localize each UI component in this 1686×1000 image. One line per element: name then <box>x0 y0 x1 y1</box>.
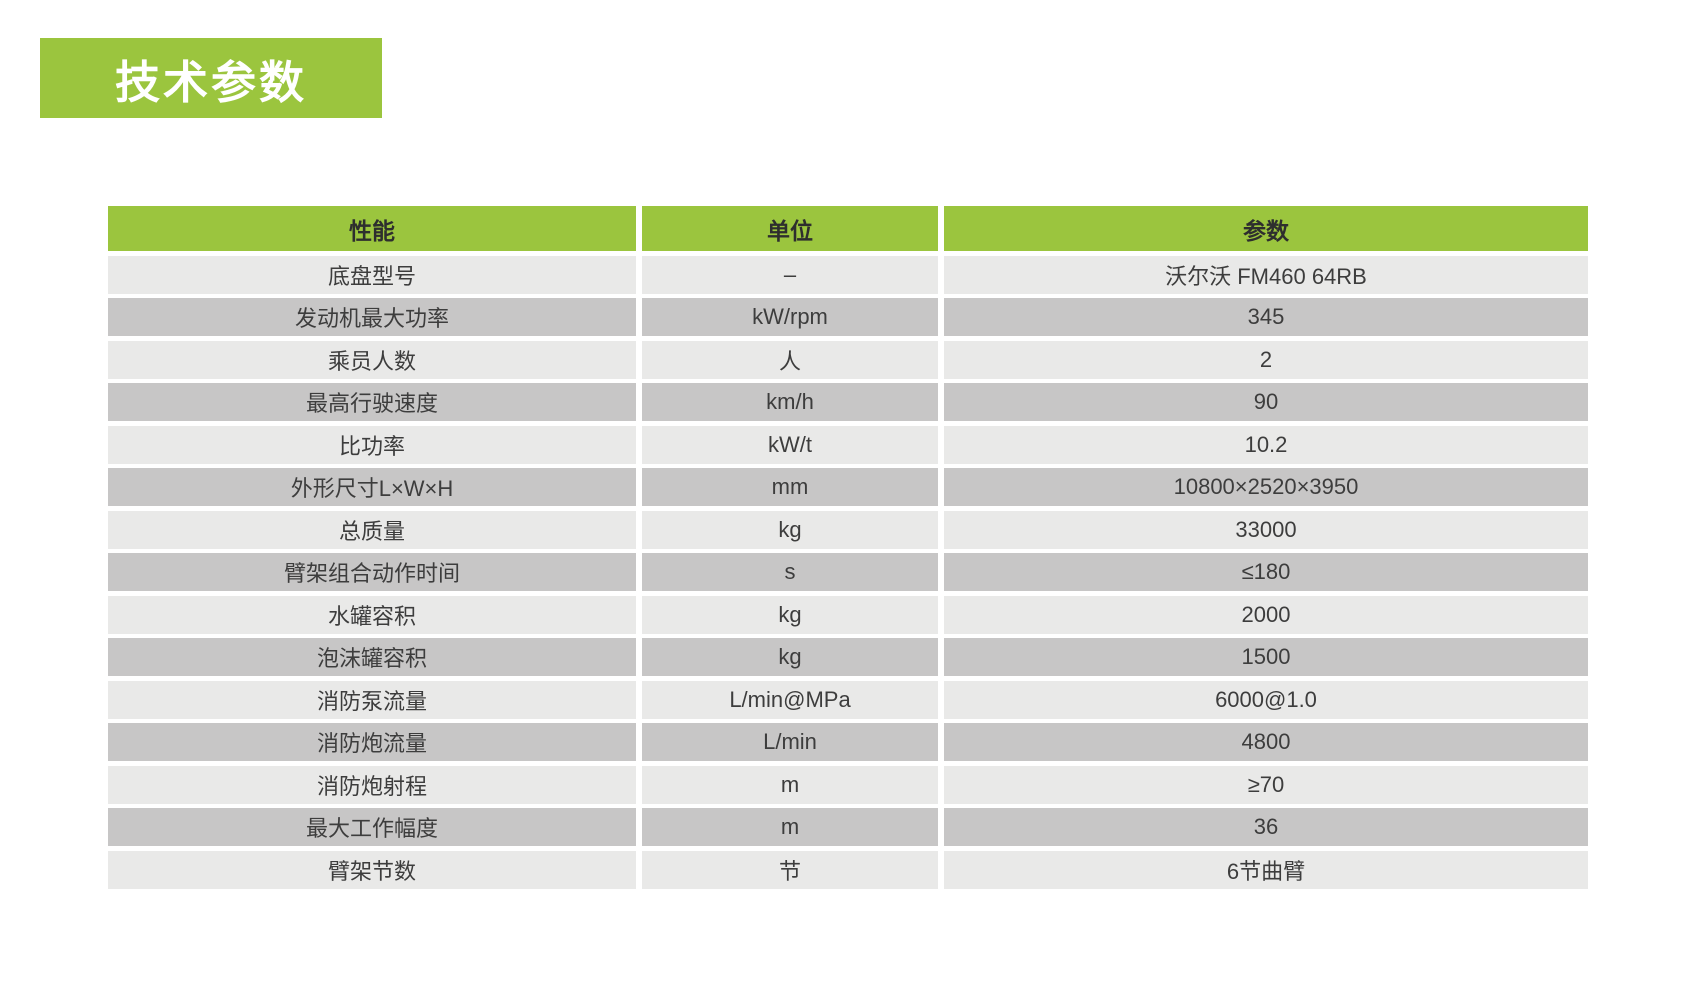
spec-value-cell: 90 <box>944 383 1588 421</box>
section-title-banner: 技术参数 <box>40 38 382 118</box>
spec-unit-cell: s <box>642 553 938 591</box>
spec-value-cell: 6节曲臂 <box>944 850 1588 889</box>
spec-name-cell: 消防泵流量 <box>108 680 636 719</box>
spec-name-cell: 外形尺寸L×W×H <box>108 468 636 506</box>
spec-unit-cell: L/min@MPa <box>642 680 938 719</box>
spec-unit-cell: mm <box>642 468 938 506</box>
spec-value-cell: 345 <box>944 298 1588 336</box>
spec-value-cell: 2 <box>944 340 1588 379</box>
spec-name-cell: 消防炮流量 <box>108 723 636 761</box>
spec-value-cell: 33000 <box>944 510 1588 549</box>
spec-unit-cell: kW/t <box>642 425 938 464</box>
spec-name-cell: 总质量 <box>108 510 636 549</box>
spec-unit-cell: L/min <box>642 723 938 761</box>
spec-value-cell: 10800×2520×3950 <box>944 468 1588 506</box>
spec-value-cell: 1500 <box>944 638 1588 676</box>
spec-value-cell: 沃尔沃 FM460 64RB <box>944 255 1588 294</box>
spec-name-cell: 最高行驶速度 <box>108 383 636 421</box>
spec-value-cell: 4800 <box>944 723 1588 761</box>
spec-value-cell: 10.2 <box>944 425 1588 464</box>
spec-name-cell: 发动机最大功率 <box>108 298 636 336</box>
section-title: 技术参数 <box>114 56 307 108</box>
spec-value-cell: 2000 <box>944 595 1588 634</box>
spec-name-cell: 比功率 <box>108 425 636 464</box>
spec-value-cell: ≥70 <box>944 765 1588 804</box>
spec-unit-cell: kg <box>642 595 938 634</box>
spec-unit-cell: 人 <box>642 340 938 379</box>
spec-unit-cell: m <box>642 765 938 804</box>
spec-name-cell: 泡沫罐容积 <box>108 638 636 676</box>
spec-name-cell: 最大工作幅度 <box>108 808 636 846</box>
spec-value-cell: ≤180 <box>944 553 1588 591</box>
spec-name-cell: 消防炮射程 <box>108 765 636 804</box>
spec-unit-cell: m <box>642 808 938 846</box>
spec-name-cell: 臂架组合动作时间 <box>108 553 636 591</box>
spec-unit-cell: kg <box>642 510 938 549</box>
spec-unit-cell: km/h <box>642 383 938 421</box>
spec-name-cell: 底盘型号 <box>108 255 636 294</box>
spec-name-cell: 臂架节数 <box>108 850 636 889</box>
col-header-unit: 单位 <box>642 206 938 251</box>
col-header-performance: 性能 <box>108 206 636 251</box>
spec-table: 性能 单位 参数 底盘型号 – 沃尔沃 FM460 64RB 发动机最大功率 kW/rp… <box>108 206 1588 889</box>
spec-value-cell: 6000@1.0 <box>944 680 1588 719</box>
spec-name-cell: 水罐容积 <box>108 595 636 634</box>
col-header-parameter: 参数 <box>944 206 1588 251</box>
spec-value-cell: 36 <box>944 808 1588 846</box>
spec-unit-cell: – <box>642 255 938 294</box>
spec-name-cell: 乘员人数 <box>108 340 636 379</box>
spec-unit-cell: kg <box>642 638 938 676</box>
spec-unit-cell: kW/rpm <box>642 298 938 336</box>
spec-unit-cell: 节 <box>642 850 938 889</box>
